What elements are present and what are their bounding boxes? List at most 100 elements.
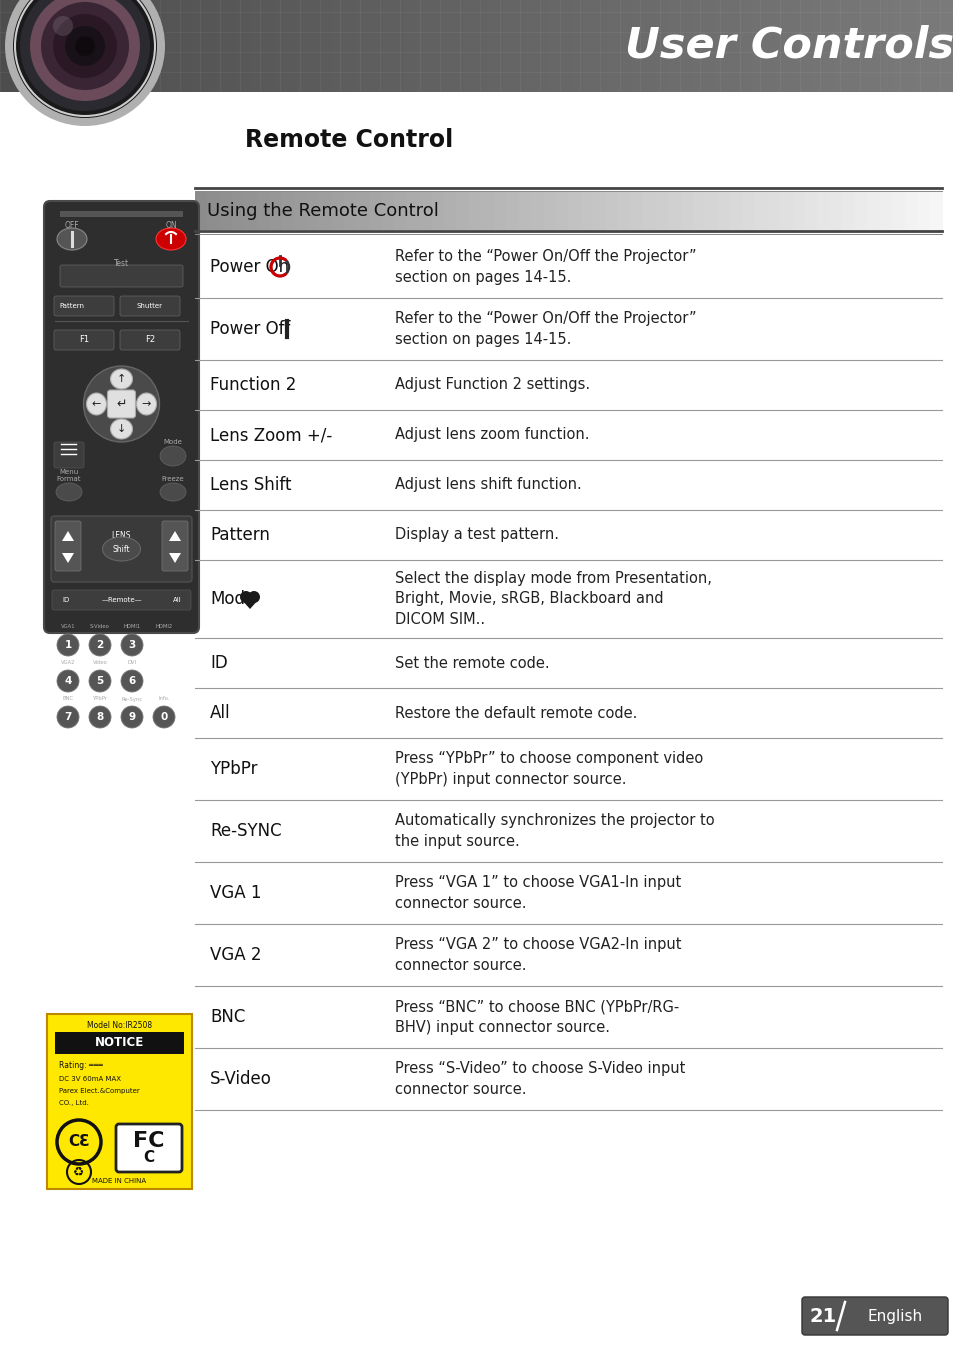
Bar <box>543 192 557 230</box>
Text: Lens Zoom +/-: Lens Zoom +/- <box>210 427 332 444</box>
Bar <box>282 192 295 230</box>
Circle shape <box>30 0 140 102</box>
Text: VGA 2: VGA 2 <box>210 946 261 964</box>
Bar <box>891 192 904 230</box>
Bar <box>929 0 943 92</box>
Bar <box>406 192 419 230</box>
Bar <box>583 0 597 92</box>
Circle shape <box>89 670 111 692</box>
Text: ↑: ↑ <box>116 374 126 385</box>
Bar <box>593 192 606 230</box>
Ellipse shape <box>156 227 186 250</box>
Text: 4: 4 <box>64 676 71 686</box>
Bar <box>755 192 768 230</box>
Text: ↓: ↓ <box>116 424 126 435</box>
FancyBboxPatch shape <box>54 441 84 468</box>
Bar <box>286 0 299 92</box>
Bar <box>810 0 823 92</box>
Ellipse shape <box>87 393 107 414</box>
Bar <box>730 192 743 230</box>
Text: Model No:IR2508: Model No:IR2508 <box>87 1021 152 1030</box>
Bar <box>344 192 357 230</box>
Circle shape <box>57 670 79 692</box>
Bar <box>476 0 490 92</box>
Text: 8: 8 <box>96 712 104 722</box>
Text: 1: 1 <box>64 640 71 650</box>
Bar <box>357 0 371 92</box>
Bar <box>83 0 96 92</box>
Bar <box>24 0 37 92</box>
Text: Remote Control: Remote Control <box>245 129 453 152</box>
Bar <box>274 0 287 92</box>
FancyBboxPatch shape <box>52 590 191 611</box>
Bar <box>500 0 514 92</box>
Text: Re-SYNC: Re-SYNC <box>210 822 281 839</box>
Text: Press “BNC” to choose BNC (YPbPr/RG-
BHV) input connector source.: Press “BNC” to choose BNC (YPbPr/RG- BHV… <box>395 999 679 1034</box>
FancyBboxPatch shape <box>116 1124 182 1173</box>
Text: NOTICE: NOTICE <box>94 1037 144 1049</box>
Text: Rating: ═══: Rating: ═══ <box>59 1062 103 1071</box>
Bar <box>416 0 430 92</box>
Bar <box>854 192 867 230</box>
Text: 2: 2 <box>96 640 104 650</box>
Text: Focus: Focus <box>58 523 78 528</box>
Bar <box>916 192 929 230</box>
Bar <box>0 0 13 92</box>
Text: 0: 0 <box>160 712 168 722</box>
Circle shape <box>41 1 129 89</box>
Bar <box>821 0 835 92</box>
Bar <box>879 192 892 230</box>
Bar <box>780 192 793 230</box>
Bar <box>762 0 776 92</box>
Text: BNC: BNC <box>210 1007 245 1026</box>
Bar <box>191 0 204 92</box>
Bar <box>47 1014 192 1189</box>
Text: Pattern: Pattern <box>210 525 270 544</box>
Bar <box>294 192 308 230</box>
Text: VGA 1: VGA 1 <box>210 884 261 902</box>
Polygon shape <box>241 598 258 609</box>
Text: Lens Shift: Lens Shift <box>210 477 292 494</box>
Bar <box>226 0 239 92</box>
Bar <box>903 192 917 230</box>
Bar <box>456 192 470 230</box>
Bar <box>702 0 716 92</box>
Bar <box>618 192 631 230</box>
Text: Format: Format <box>56 477 81 482</box>
Bar <box>691 0 704 92</box>
Bar <box>572 0 585 92</box>
Polygon shape <box>169 552 181 563</box>
Bar <box>512 0 525 92</box>
Bar <box>250 0 263 92</box>
Text: CO., Ltd.: CO., Ltd. <box>59 1099 89 1106</box>
Text: ON: ON <box>165 221 176 229</box>
Circle shape <box>53 16 73 37</box>
Text: All: All <box>172 597 181 603</box>
FancyBboxPatch shape <box>54 297 113 315</box>
Bar <box>742 192 756 230</box>
Bar <box>405 0 418 92</box>
Polygon shape <box>62 531 74 542</box>
Text: Mode: Mode <box>163 439 182 445</box>
Text: 9: 9 <box>129 712 135 722</box>
Text: ID: ID <box>62 597 70 603</box>
Text: Adjust lens shift function.: Adjust lens shift function. <box>395 478 581 493</box>
Bar <box>792 192 805 230</box>
Bar <box>381 192 395 230</box>
Bar <box>481 192 495 230</box>
Bar <box>905 0 919 92</box>
Text: Adjust Function 2 settings.: Adjust Function 2 settings. <box>395 378 590 393</box>
Bar <box>506 192 519 230</box>
Bar <box>440 0 454 92</box>
Text: DVI: DVI <box>128 661 136 666</box>
Text: Re-Sync: Re-Sync <box>121 696 143 701</box>
Bar <box>494 192 507 230</box>
Bar <box>381 0 395 92</box>
Bar <box>580 192 594 230</box>
FancyBboxPatch shape <box>108 390 135 418</box>
Bar <box>220 192 233 230</box>
FancyBboxPatch shape <box>120 297 180 315</box>
Bar <box>556 192 569 230</box>
Bar <box>524 0 537 92</box>
Text: Pattern: Pattern <box>59 303 85 309</box>
